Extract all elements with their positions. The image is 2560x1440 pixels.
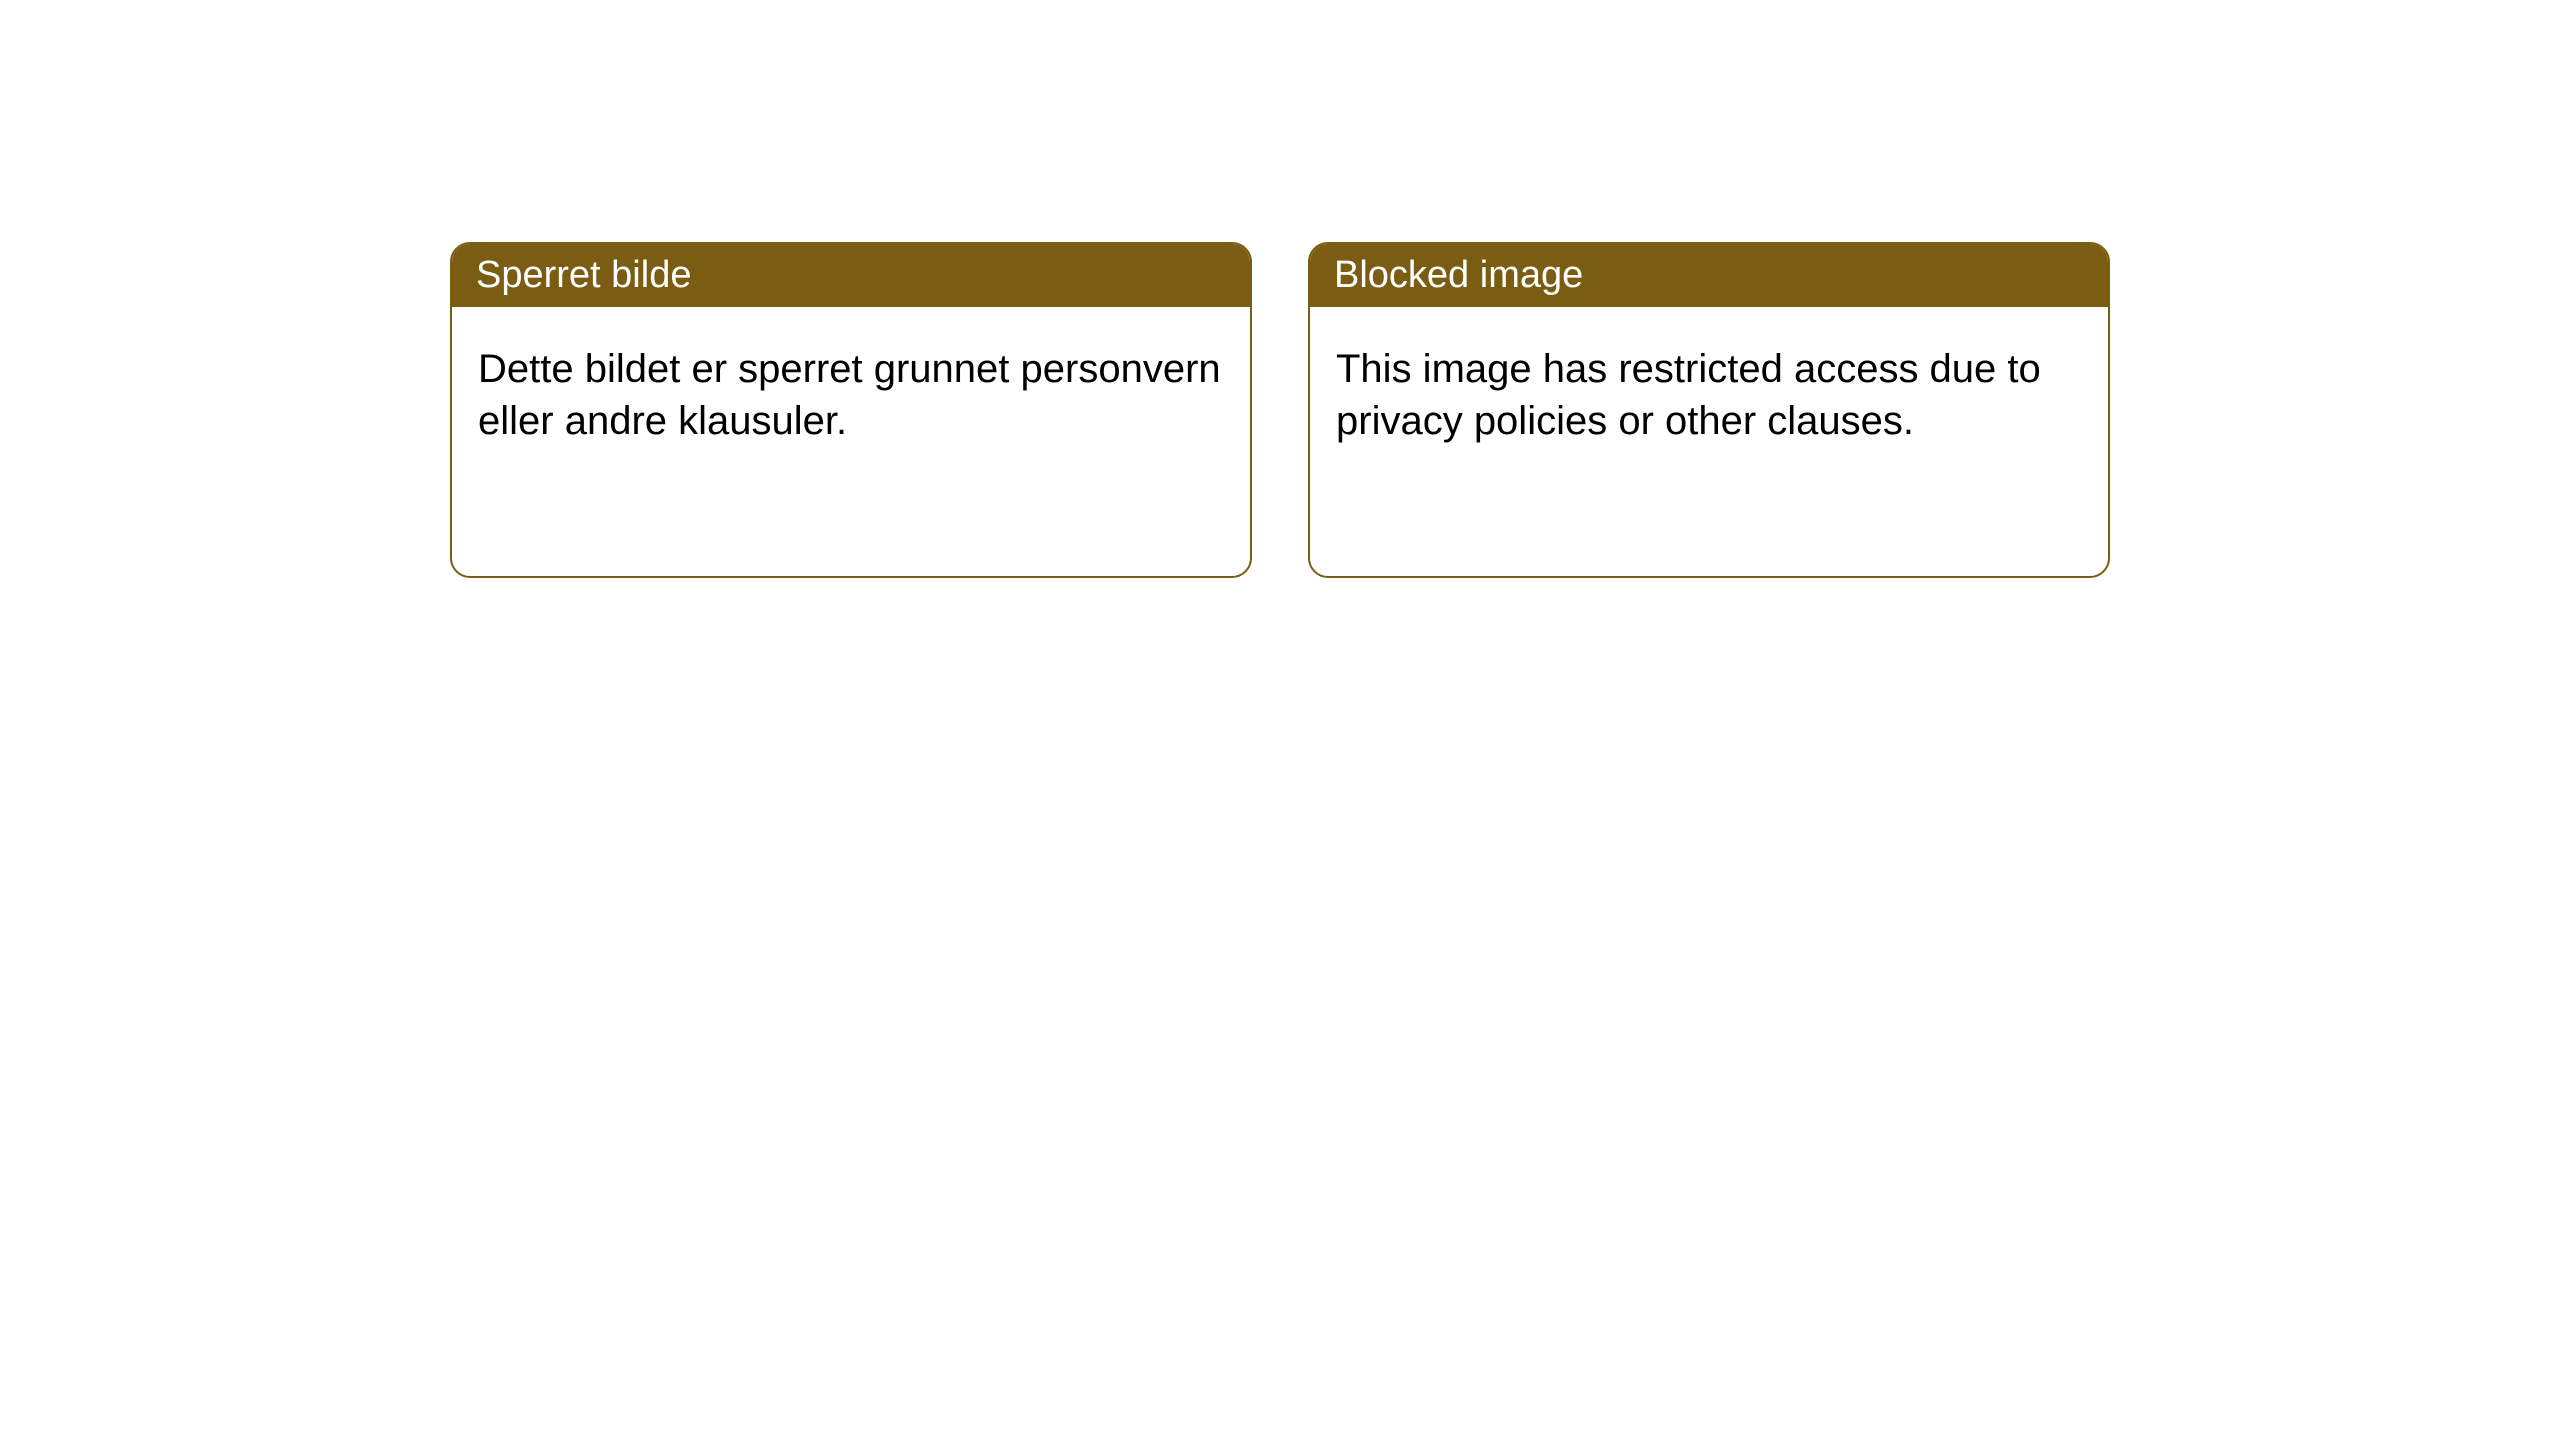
notice-body: This image has restricted access due to … [1310,307,2108,483]
notice-header: Blocked image [1310,244,2108,307]
notice-card-norwegian: Sperret bilde Dette bildet er sperret gr… [450,242,1252,578]
notice-container: Sperret bilde Dette bildet er sperret gr… [0,0,2560,578]
notice-card-english: Blocked image This image has restricted … [1308,242,2110,578]
notice-header: Sperret bilde [452,244,1250,307]
notice-body: Dette bildet er sperret grunnet personve… [452,307,1250,483]
